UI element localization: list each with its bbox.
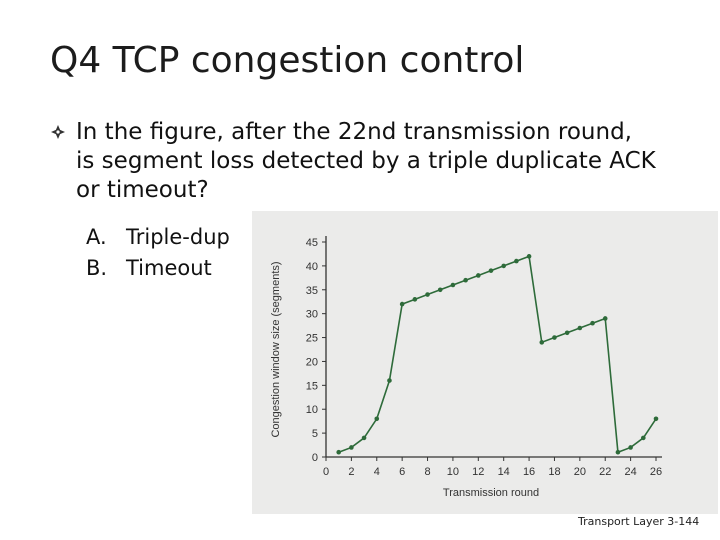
data-point <box>374 416 380 422</box>
y-tick-label: 0 <box>312 452 318 464</box>
data-point <box>539 340 545 345</box>
option-b-letter: B. <box>86 256 108 280</box>
data-point <box>412 297 418 302</box>
option-b[interactable]: B. Timeout <box>86 253 230 284</box>
option-a-text: Triple-dup <box>126 225 230 249</box>
option-a[interactable]: A. Triple-dup <box>86 222 230 253</box>
x-tick-label: 4 <box>374 466 380 478</box>
data-point <box>450 282 456 288</box>
data-point <box>628 445 633 450</box>
data-point <box>476 273 481 278</box>
y-tick-label: 15 <box>306 380 318 392</box>
x-tick-label: 8 <box>424 466 430 478</box>
x-tick-label: 24 <box>624 466 636 478</box>
y-tick-label: 30 <box>306 309 318 321</box>
x-axis-label: Transmission round <box>443 487 539 499</box>
data-point <box>615 449 621 455</box>
data-point <box>387 378 392 383</box>
diamond-bullet-icon <box>50 124 66 140</box>
option-b-text: Timeout <box>126 256 212 280</box>
y-tick-label: 35 <box>306 285 318 297</box>
question-text: In the figure, after the 22nd transmissi… <box>76 119 656 203</box>
data-point <box>463 277 468 283</box>
y-axis-label: Congestion window size (segments) <box>270 261 282 437</box>
x-tick-label: 20 <box>574 466 586 478</box>
data-point <box>564 330 570 336</box>
x-tick-label: 0 <box>323 466 329 478</box>
data-point <box>437 287 443 293</box>
answer-options: A. Triple-dup B. Timeout <box>86 222 230 284</box>
x-tick-label: 22 <box>599 466 611 478</box>
x-tick-label: 2 <box>348 466 354 478</box>
congestion-window-figure: 0 5 10 15 20 25 30 35 40 45 0 2 4 6 8 10 12 14 16 18 20 22 24 2… <box>252 211 718 514</box>
y-tick-label: 20 <box>306 356 318 368</box>
data-point <box>399 301 405 307</box>
y-tick-label: 25 <box>306 333 318 345</box>
x-tick-label: 12 <box>472 466 484 478</box>
series-line <box>338 255 657 454</box>
data-point <box>552 335 557 340</box>
y-tick-label: 40 <box>306 261 318 273</box>
x-tick-label: 18 <box>548 466 560 478</box>
option-a-letter: A. <box>86 225 107 249</box>
data-point <box>501 263 506 269</box>
y-tick-label: 45 <box>306 237 318 249</box>
data-point <box>653 416 659 422</box>
data-point <box>641 435 646 441</box>
data-point <box>361 435 367 441</box>
data-point <box>336 449 341 455</box>
x-tick-label: 16 <box>523 466 535 478</box>
x-tick-label: 14 <box>498 466 510 478</box>
data-point <box>514 258 519 264</box>
data-point <box>577 325 583 331</box>
data-point <box>488 268 494 273</box>
y-tick-label: 5 <box>312 428 318 440</box>
y-tick-label: 10 <box>306 404 318 416</box>
x-tick-label: 26 <box>650 466 662 478</box>
x-tick-label: 6 <box>399 466 405 478</box>
slide-title: Q4 TCP congestion control <box>50 40 525 81</box>
data-point <box>526 254 532 259</box>
slide-footer: Transport Layer 3-144 <box>578 515 700 528</box>
data-point <box>425 292 430 297</box>
data-point <box>602 316 608 321</box>
data-point <box>349 445 354 450</box>
data-point <box>590 320 595 326</box>
x-tick-label: 10 <box>447 466 459 478</box>
